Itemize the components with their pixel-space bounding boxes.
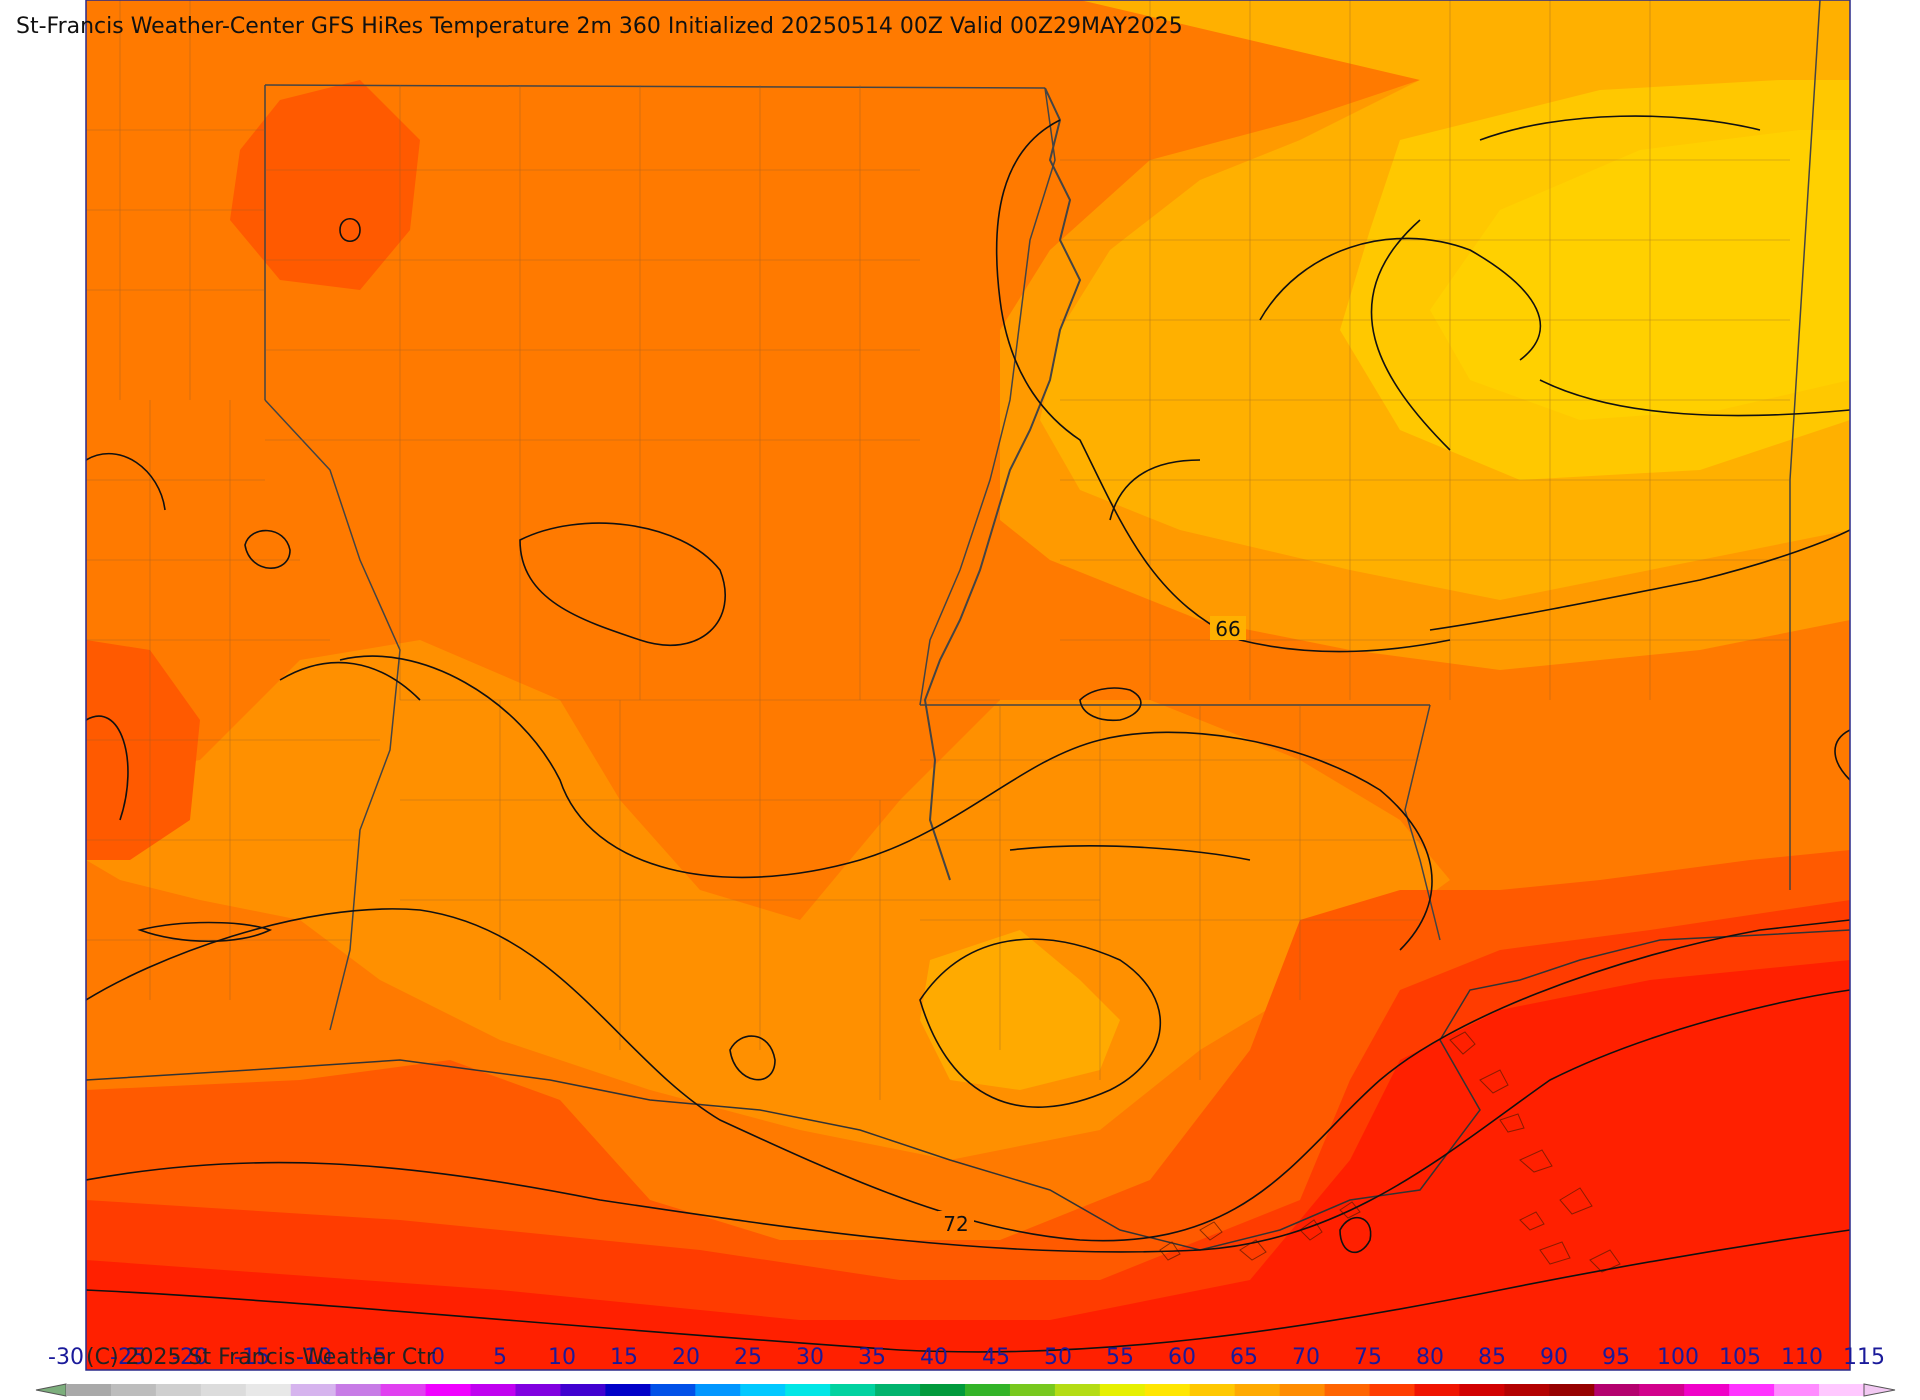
delta-marsh: [1159, 1031, 1621, 1273]
colorbar-swatch: [200, 1384, 247, 1396]
colorbar-swatch: [1819, 1384, 1865, 1396]
gulf-coastline: [86, 929, 1850, 1251]
temp-band-66s: [920, 930, 1120, 1090]
temp-band-78: [86, 960, 1850, 1370]
colorbar-tick-label: 5: [493, 1345, 507, 1370]
county-lines: [86, 0, 1790, 1100]
colorbar-swatch: [965, 1384, 1011, 1396]
map-title: St-Francis Weather-Center GFS HiRes Temp…: [16, 14, 1183, 39]
colorbar-swatch: [1594, 1384, 1640, 1396]
colorbar-tick-label: 45: [982, 1345, 1010, 1370]
colorbar-swatch: [830, 1384, 876, 1396]
colorbar-tick-label: 95: [1602, 1345, 1630, 1370]
colorbar-tick-label: -30: [48, 1345, 84, 1370]
colorbar-swatch: [1099, 1384, 1146, 1396]
colorbar-swatch: [1459, 1384, 1505, 1396]
colorbar-swatch: [380, 1384, 427, 1396]
colorbar-tick-label: -25: [110, 1345, 146, 1370]
colorbar-swatch: [740, 1384, 786, 1396]
colorbar-tick-label: 115: [1843, 1345, 1885, 1370]
colorbar-max-arrow: [1863, 1383, 1896, 1397]
colorbar-tick-label: 105: [1719, 1345, 1761, 1370]
colorbar-min-arrow: [35, 1383, 67, 1397]
colorbar-swatch: [155, 1384, 202, 1396]
colorbar-tick-label: -10: [296, 1345, 332, 1370]
colorbar-tick-label: 10: [548, 1345, 576, 1370]
colorbar-swatch: [1369, 1384, 1415, 1396]
colorbar-swatch: [605, 1384, 651, 1396]
colorbar-swatch: [110, 1384, 157, 1396]
colorbar-swatch: [1009, 1384, 1056, 1396]
colorbar-swatch: [1414, 1384, 1460, 1396]
colorbar-tick-label: 50: [1044, 1345, 1072, 1370]
colorbar-tick-label: 0: [431, 1345, 445, 1370]
colorbar-tick-label: 110: [1781, 1345, 1823, 1370]
temp-band-70w: [86, 640, 200, 860]
colorbar-tick-label: 70: [1292, 1345, 1320, 1370]
colorbar-swatch: [66, 1384, 112, 1396]
colorbar-swatch: [1639, 1384, 1685, 1396]
colorbar-swatch: [515, 1384, 561, 1396]
colorbar-tick-label: 40: [920, 1345, 948, 1370]
colorbar-tick-label: 65: [1230, 1345, 1258, 1370]
colorbar-tick-label: -20: [172, 1345, 208, 1370]
map-frame: [85, 0, 1851, 1371]
copyright-text: (C) 2025 St Francis Weather Ctr: [86, 1345, 435, 1370]
isotherm-contours: [86, 115, 1850, 1353]
colorbar-swatch: [1234, 1384, 1281, 1396]
contour-label-66: 66: [1215, 617, 1240, 641]
colorbar-swatch: [920, 1384, 966, 1396]
colorbar-swatch: [1684, 1384, 1730, 1396]
temp-band-56: [1430, 130, 1850, 420]
colorbar-swatch: [1549, 1384, 1595, 1396]
colorbar-tick-label: 75: [1354, 1345, 1382, 1370]
colorbar-swatch: [785, 1384, 831, 1396]
colorbar-swatch: [425, 1384, 472, 1396]
colorbar-swatch: [1144, 1384, 1191, 1396]
colorbar-swatch: [335, 1384, 382, 1396]
colorbar-tick-label: 100: [1657, 1345, 1699, 1370]
colorbar-tick-label: -15: [234, 1345, 270, 1370]
colorbar: [35, 1383, 1896, 1397]
temp-band-70nw: [230, 80, 420, 290]
mississippi-river: [923, 87, 1082, 881]
colorbar-tick-label: 15: [610, 1345, 638, 1370]
colorbar-swatch: [1729, 1384, 1775, 1396]
colorbar-swatch: [1774, 1384, 1820, 1396]
colorbar-swatch: [1279, 1384, 1326, 1396]
colorbar-tick-label: 80: [1416, 1345, 1444, 1370]
colorbar-tick-label: 25: [734, 1345, 762, 1370]
colorbar-swatch: [650, 1384, 696, 1396]
colorbar-swatch: [1189, 1384, 1236, 1396]
colorbar-swatch: [470, 1384, 516, 1396]
colorbar-tick-label: 20: [672, 1345, 700, 1370]
colorbar-tick-label: 90: [1540, 1345, 1568, 1370]
colorbar-tick-label: 60: [1168, 1345, 1196, 1370]
colorbar-tick-label: 30: [796, 1345, 824, 1370]
colorbar-swatch: [1054, 1384, 1101, 1396]
contour-label-72: 72: [943, 1212, 968, 1236]
colorbar-tick-label: 55: [1106, 1345, 1134, 1370]
colorbar-swatch: [875, 1384, 921, 1396]
colorbar-swatch: [290, 1384, 337, 1396]
colorbar-swatch: [1504, 1384, 1550, 1396]
colorbar-tick-label: 35: [858, 1345, 886, 1370]
colorbar-swatch: [695, 1384, 741, 1396]
colorbar-swatch: [560, 1384, 606, 1396]
colorbar-swatch: [245, 1384, 292, 1396]
colorbar-tick-label: 85: [1478, 1345, 1506, 1370]
colorbar-tick-label: -5: [365, 1345, 387, 1370]
colorbar-swatch: [1324, 1384, 1371, 1396]
